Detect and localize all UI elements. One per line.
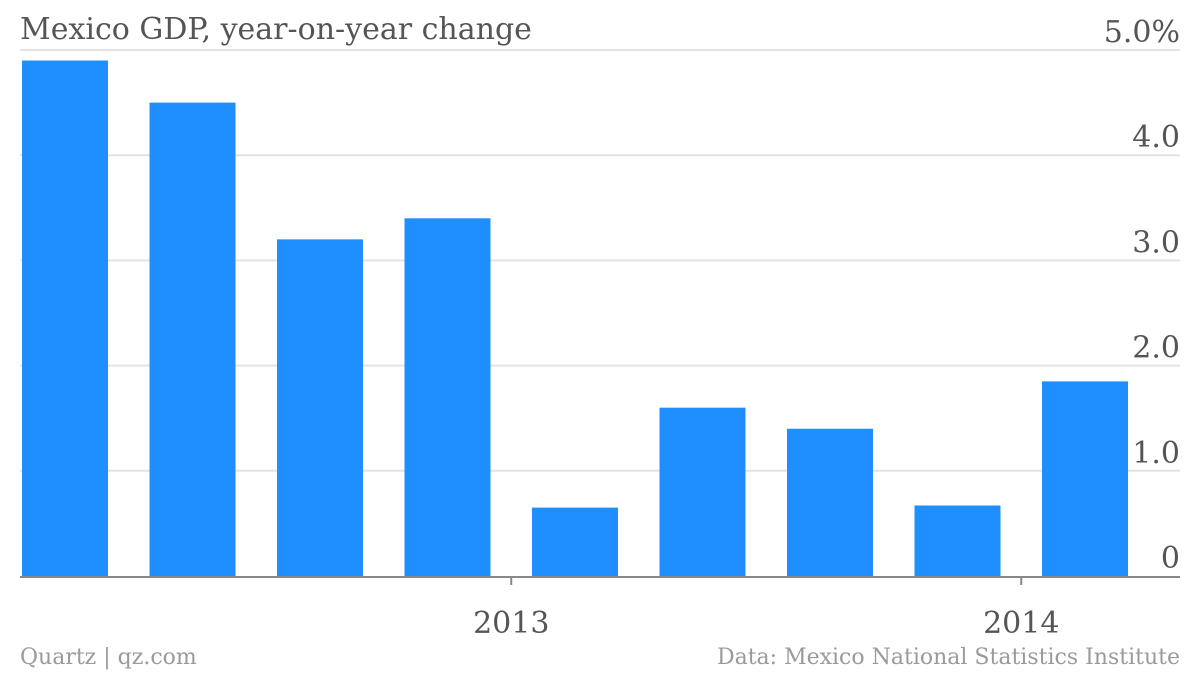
source-label: Data: Mexico National Statistics Institu… — [716, 645, 1180, 670]
x-axis — [20, 576, 1180, 585]
y-tick-label: 0 — [1161, 541, 1180, 576]
bar — [22, 60, 108, 576]
y-tick-labels: 0 1.0 2.0 3.0 4.0 5.0% — [1104, 15, 1180, 576]
y-tick-label: 3.0 — [1132, 225, 1180, 260]
y-tick-label: 4.0 — [1132, 120, 1180, 155]
y-tick-label: 5.0% — [1104, 15, 1180, 50]
y-tick-label: 1.0 — [1132, 436, 1180, 471]
bar — [914, 505, 1001, 576]
bar — [149, 102, 236, 576]
credit-label: Quartz | qz.com — [20, 645, 197, 670]
chart-title: Mexico GDP, year-on-year change — [20, 12, 532, 47]
bar — [659, 407, 746, 576]
x-tick-labels: 2013 2014 — [473, 606, 1059, 641]
bar — [1042, 381, 1128, 576]
bar — [277, 239, 363, 577]
bar — [532, 507, 618, 576]
bars — [22, 60, 1128, 577]
bar — [404, 218, 491, 576]
x-tick-label: 2013 — [473, 606, 549, 641]
bar — [787, 428, 873, 576]
x-tick-label: 2014 — [983, 606, 1059, 641]
y-tick-label: 2.0 — [1132, 331, 1180, 366]
